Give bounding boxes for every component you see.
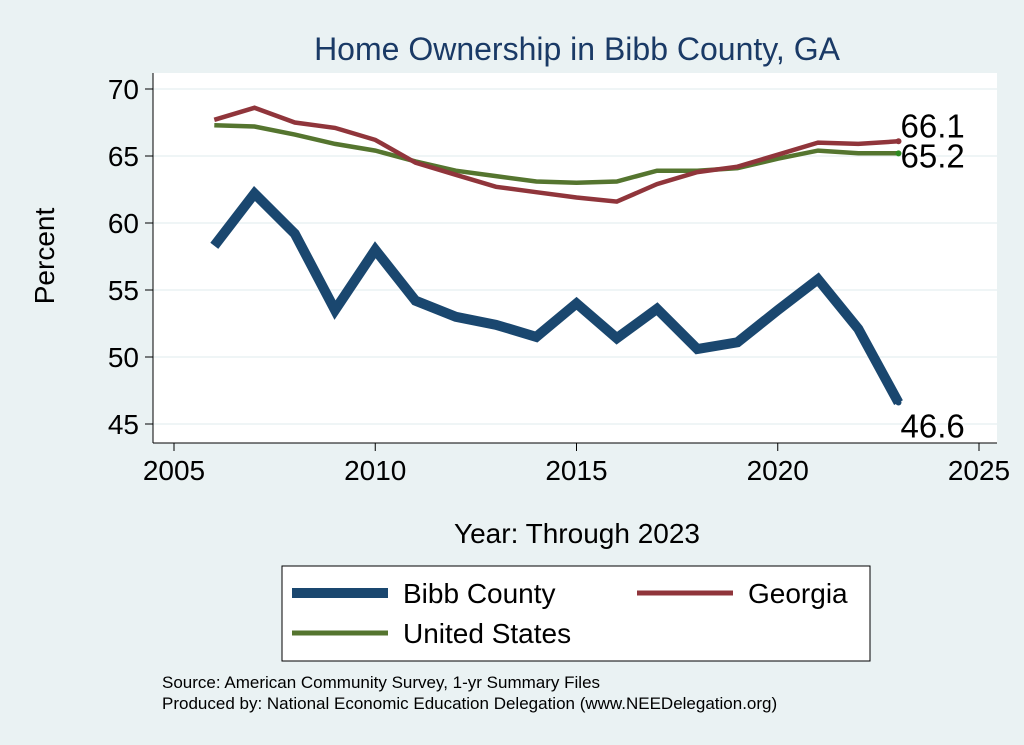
end-labels: 46.6 66.165.2 (895, 107, 965, 445)
x-tick-label: 2020 (747, 455, 809, 486)
gridlines (153, 88, 997, 425)
end-marker (895, 150, 902, 157)
x-tick-label: 2010 (344, 455, 406, 486)
x-axis-title: Year: Through 2023 (454, 518, 700, 549)
end-label-bibb-county: 46.6 (901, 408, 965, 445)
y-tick-label: 55 (108, 275, 139, 306)
series-line-bibb-county (210, 185, 903, 405)
plot-area (153, 73, 997, 443)
y-tick-label: 70 (108, 74, 139, 105)
legend-box (281, 565, 871, 662)
source-note: Source: American Community Survey, 1-yr … (162, 673, 600, 692)
end-marker (895, 399, 902, 406)
series-lines (210, 105, 903, 405)
series-line-georgia (213, 105, 899, 204)
y-tick-label: 65 (108, 141, 139, 172)
y-tick-label: 50 (108, 342, 139, 373)
y-tick-label: 60 (108, 208, 139, 239)
y-axis-title: Percent (29, 208, 60, 305)
legend-label-georgia: Georgia (748, 578, 848, 609)
y-axis: 45 50 55 60 65 70 (108, 73, 154, 443)
x-tick-label: 2005 (143, 455, 205, 486)
x-axis: 2005 2010 2015 2020 2025 (143, 442, 1010, 486)
legend-label-bibb: Bibb County (403, 578, 556, 609)
end-marker (895, 138, 902, 145)
chart-title: Home Ownership in Bibb County, GA (314, 31, 841, 67)
produced-by-note: Produced by: National Economic Education… (162, 694, 777, 713)
x-tick-label: 2025 (948, 455, 1010, 486)
series-line-united-states (214, 122, 899, 186)
legend: Bibb County Georgia United States (281, 565, 871, 662)
legend-label-us: United States (403, 618, 571, 649)
y-tick-label: 45 (108, 409, 139, 440)
end-label-united-states: 65.2 (901, 137, 965, 174)
x-tick-label: 2015 (545, 455, 607, 486)
end-label-georgia: 66.1 (901, 107, 965, 144)
